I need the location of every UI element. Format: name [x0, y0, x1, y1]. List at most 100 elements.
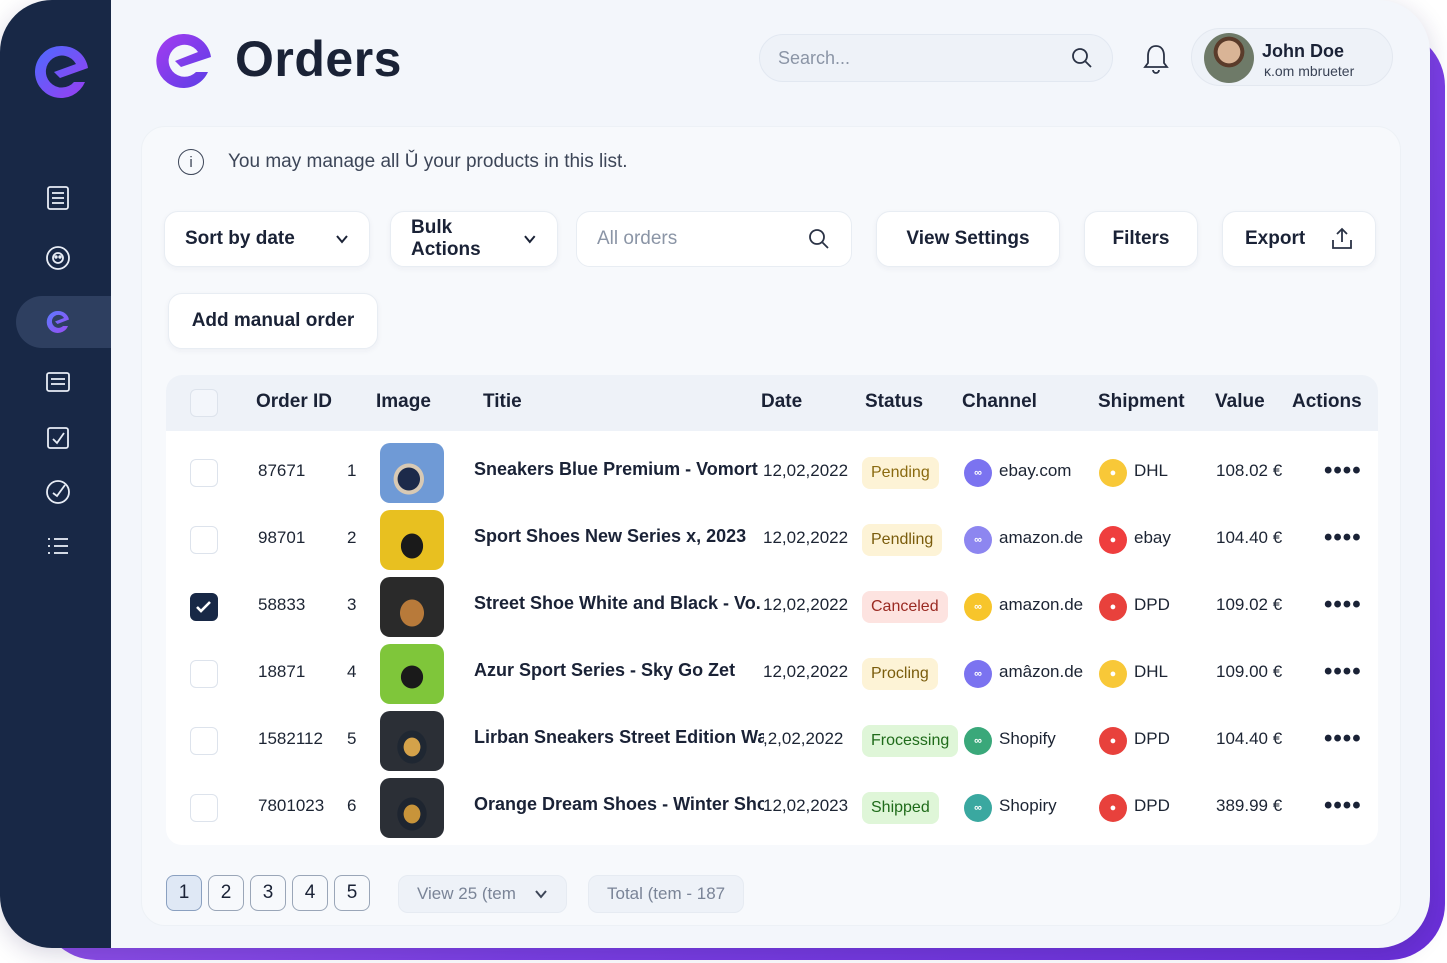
row-checkbox[interactable]: [190, 794, 218, 822]
export-button[interactable]: Export: [1222, 211, 1376, 267]
product-image[interactable]: [380, 510, 444, 570]
search-bar[interactable]: Search...: [759, 34, 1113, 82]
table-row[interactable]: 18871 4 Azur Sport Series - Sky Go Zet 1…: [166, 640, 1378, 707]
shipment-icon: ●: [1099, 593, 1127, 621]
order-id: 1582112: [258, 729, 323, 748]
product-image[interactable]: [380, 443, 444, 503]
table-row[interactable]: 87671 1 Sneakers Blue Premium - Vomort 1…: [166, 439, 1378, 506]
channel-icon: ∞: [964, 660, 992, 688]
product-title[interactable]: Street Shoe White and Black - Vo.: [474, 593, 761, 613]
order-value: 109.00 €: [1216, 662, 1283, 681]
row-checkbox[interactable]: [190, 526, 218, 554]
channel-icon: ∞: [964, 593, 992, 621]
channel-icon: ∞: [964, 459, 992, 487]
order-date: ,2,02,2022: [763, 729, 844, 748]
bulk-actions-dropdown[interactable]: Bulk Actions: [390, 211, 558, 267]
chevron-down-icon: [336, 235, 348, 244]
chevron-down-icon: [535, 890, 547, 899]
app-logo-icon[interactable]: [30, 42, 92, 102]
sidebar-item-tasks[interactable]: [16, 412, 111, 464]
product-title[interactable]: Lirban Sneakers Street Edition Way: [474, 727, 764, 747]
row-index: 1: [347, 461, 357, 480]
status-badge: Frocessing: [862, 725, 959, 757]
product-title[interactable]: Sneakers Blue Premium - Vomort: [474, 459, 758, 479]
order-filter-placeholder: All orders: [597, 228, 678, 249]
status-badge: Pending: [862, 457, 939, 489]
order-date: 12,02,2022: [763, 662, 849, 681]
order-id: 98701: [258, 528, 306, 547]
sidebar-item-list[interactable]: [16, 356, 111, 408]
order-value: 109.02 €: [1216, 595, 1283, 614]
product-image[interactable]: [380, 644, 444, 704]
page-button-2[interactable]: 2: [208, 875, 244, 911]
sidebar: [0, 0, 111, 948]
more-actions-icon[interactable]: ••••: [1324, 591, 1362, 618]
user-subtitle: ĸ.om mbrueter: [1264, 63, 1355, 79]
page-button-1[interactable]: 1: [166, 875, 202, 911]
table-row[interactable]: 7801023 6 Orange Dream Shoes - Winter Sh…: [166, 774, 1378, 841]
sidebar-item-menu[interactable]: [16, 520, 111, 572]
more-actions-icon[interactable]: ••••: [1324, 792, 1362, 819]
select-all-checkbox[interactable]: [190, 389, 218, 417]
product-title[interactable]: Orange Dream Shoes - Winter Shol: [474, 794, 764, 814]
header-order-id[interactable]: Order ID: [256, 391, 333, 412]
info-text: You may manage all Ǔ your products in th…: [228, 151, 628, 172]
sidebar-item-documents[interactable]: [16, 172, 111, 224]
header-title[interactable]: Titie: [483, 391, 522, 412]
order-id: 87671: [258, 461, 306, 480]
user-profile[interactable]: John Doe ĸ.om mbrueter: [1191, 28, 1393, 86]
row-checkbox[interactable]: [190, 727, 218, 755]
sort-dropdown[interactable]: Sort by date: [164, 211, 370, 267]
order-value: 104.40 €: [1216, 528, 1283, 547]
table-row[interactable]: 1582112 5 Lirban Sneakers Street Edition…: [166, 707, 1378, 774]
row-index: 6: [347, 796, 357, 815]
page-button-3[interactable]: 3: [250, 875, 286, 911]
status-badge: Pendling: [862, 524, 943, 556]
order-value: 104.40 €: [1216, 729, 1283, 748]
row-checkbox[interactable]: [190, 660, 218, 688]
product-title[interactable]: Azur Sport Series - Sky Go Zet: [474, 660, 736, 680]
more-actions-icon[interactable]: ••••: [1324, 457, 1362, 484]
row-checkbox[interactable]: [190, 593, 218, 621]
search-icon[interactable]: [1070, 46, 1094, 70]
product-image[interactable]: [380, 778, 444, 838]
header-date[interactable]: Date: [761, 391, 803, 412]
user-name: John Doe: [1262, 41, 1345, 61]
header-shipment[interactable]: Shipment: [1098, 391, 1185, 412]
sidebar-item-support[interactable]: [16, 232, 111, 284]
product-image[interactable]: [380, 711, 444, 771]
order-date: 12,02,2022: [763, 595, 849, 614]
header-value[interactable]: Value: [1215, 391, 1265, 412]
more-actions-icon[interactable]: ••••: [1324, 725, 1362, 752]
more-actions-icon[interactable]: ••••: [1324, 658, 1362, 685]
shipment-carrier: DPD: [1134, 595, 1170, 614]
more-actions-icon[interactable]: ••••: [1324, 524, 1362, 551]
table-row[interactable]: 98701 2 Sport Shoes New Series x, 2023 1…: [166, 506, 1378, 573]
export-label: Export: [1245, 228, 1306, 249]
header-channel[interactable]: Channel: [962, 391, 1037, 412]
shipment-icon: ●: [1099, 660, 1127, 688]
sidebar-item-orders[interactable]: [16, 296, 111, 348]
page-size-dropdown[interactable]: View 25 (tem: [398, 875, 567, 913]
page-button-5[interactable]: 5: [334, 875, 370, 911]
bell-icon[interactable]: [1141, 42, 1171, 76]
view-settings-button[interactable]: View Settings: [876, 211, 1060, 267]
order-filter-input[interactable]: All orders: [576, 211, 852, 267]
product-image[interactable]: [380, 577, 444, 637]
row-index: 2: [347, 528, 357, 547]
search-icon[interactable]: [807, 227, 831, 251]
header-status[interactable]: Status: [865, 391, 924, 412]
order-id: 7801023: [258, 796, 325, 815]
sidebar-item-done[interactable]: [16, 466, 111, 518]
page-button-4[interactable]: 4: [292, 875, 328, 911]
row-checkbox[interactable]: [190, 459, 218, 487]
table-row[interactable]: 58833 3 Street Shoe White and Black - Vo…: [166, 573, 1378, 640]
add-manual-order-button[interactable]: Add manual order: [168, 293, 378, 349]
filters-button[interactable]: Filters: [1084, 211, 1198, 267]
product-title[interactable]: Sport Shoes New Series x, 2023: [474, 526, 747, 546]
channel-name: amâzon.de: [999, 662, 1084, 681]
search-input[interactable]: Search...: [778, 47, 851, 68]
order-date: 12,02,2023: [763, 796, 849, 815]
shipment-icon: ●: [1099, 459, 1127, 487]
order-value: 389.99 €: [1216, 796, 1283, 815]
